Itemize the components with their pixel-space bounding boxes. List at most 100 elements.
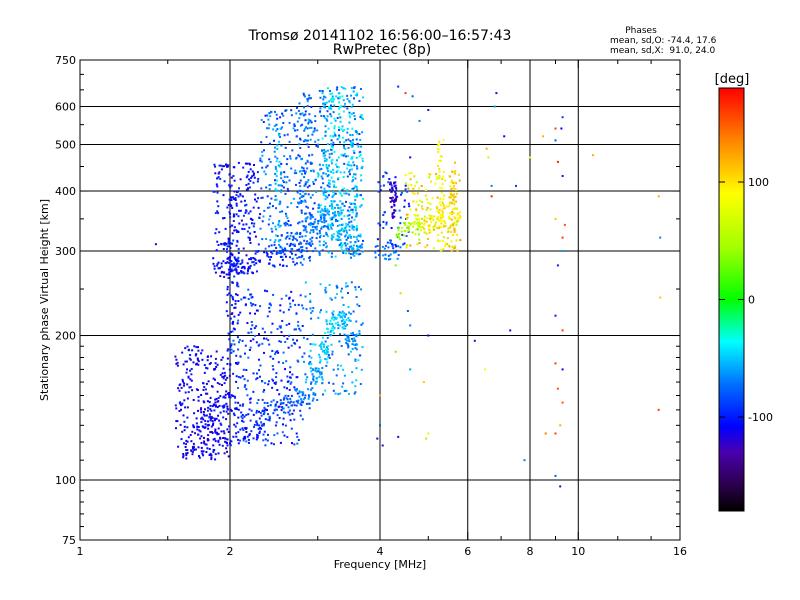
- data-point: [345, 139, 348, 142]
- data-point: [184, 391, 187, 394]
- data-point: [324, 208, 326, 210]
- data-point: [413, 223, 416, 226]
- data-point: [217, 440, 220, 443]
- data-point: [341, 95, 344, 98]
- data-point: [212, 438, 215, 441]
- data-point: [279, 202, 282, 205]
- data-point: [214, 419, 216, 422]
- data-point: [359, 246, 362, 249]
- data-point: [274, 424, 277, 427]
- data-point: [353, 164, 356, 167]
- data-point: [337, 238, 339, 241]
- data-point: [209, 431, 212, 434]
- data-point: [282, 311, 285, 314]
- data-point: [322, 213, 325, 216]
- data-point: [357, 253, 360, 256]
- data-point: [319, 110, 322, 113]
- data-point: [330, 139, 333, 142]
- data-point: [175, 420, 178, 423]
- data-point: [452, 222, 455, 225]
- data-point: [394, 350, 397, 353]
- data-point: [252, 372, 255, 375]
- data-point: [245, 254, 248, 257]
- stats-x-mode: mean, sd,X: 91.0, 24.0: [610, 46, 716, 56]
- data-point: [297, 320, 300, 323]
- data-point: [236, 258, 239, 261]
- data-point: [229, 351, 232, 354]
- data-point: [213, 267, 216, 270]
- data-point: [427, 237, 430, 240]
- data-point: [440, 249, 443, 252]
- data-point: [268, 142, 271, 145]
- data-point: [359, 244, 362, 247]
- data-point: [270, 331, 273, 334]
- data-point: [233, 262, 235, 265]
- data-point: [247, 269, 249, 272]
- data-point: [428, 224, 431, 227]
- data-point: [249, 168, 252, 171]
- data-point: [393, 211, 395, 214]
- data-point: [333, 216, 336, 219]
- data-point: [390, 227, 393, 229]
- data-point: [334, 133, 336, 136]
- data-point: [331, 222, 334, 225]
- data-point: [286, 158, 289, 161]
- data-point: [346, 242, 349, 245]
- data-point: [257, 399, 260, 401]
- data-point: [328, 213, 331, 216]
- data-point: [332, 168, 335, 171]
- data-point: [202, 450, 205, 453]
- data-point: [265, 136, 268, 138]
- data-point: [288, 296, 291, 299]
- data-point: [237, 319, 240, 322]
- data-point: [301, 112, 304, 115]
- data-point: [251, 324, 254, 327]
- data-point: [274, 234, 277, 237]
- data-point: [218, 383, 221, 386]
- data-point: [399, 246, 402, 249]
- data-point: [353, 115, 356, 117]
- data-point: [218, 404, 221, 407]
- data-point: [439, 240, 442, 243]
- data-point: [227, 241, 230, 243]
- data-point: [425, 220, 428, 223]
- data-point: [349, 319, 352, 322]
- data-point: [204, 423, 207, 426]
- data-point: [322, 244, 325, 247]
- data-point: [397, 435, 400, 438]
- data-point: [338, 311, 341, 314]
- data-point: [243, 378, 246, 381]
- data-point: [185, 457, 188, 460]
- data-point: [184, 360, 187, 363]
- data-point: [301, 246, 304, 248]
- data-point: [351, 347, 354, 350]
- data-point: [345, 238, 348, 241]
- data-point: [202, 388, 205, 391]
- data-point: [285, 181, 288, 184]
- data-point: [343, 215, 346, 218]
- data-point: [312, 223, 315, 226]
- data-point: [322, 235, 325, 237]
- data-point: [426, 206, 429, 209]
- data-point: [248, 237, 251, 240]
- data-point: [428, 173, 430, 175]
- data-point: [429, 173, 432, 176]
- data-point: [274, 198, 277, 201]
- data-point: [272, 264, 275, 267]
- data-point: [317, 316, 320, 319]
- data-point: [341, 310, 344, 313]
- data-point: [351, 371, 354, 374]
- data-point: [235, 202, 238, 205]
- data-point: [212, 257, 215, 260]
- data-point: [359, 194, 362, 197]
- data-point: [314, 115, 317, 118]
- data-point: [219, 422, 222, 425]
- data-point: [426, 244, 429, 247]
- y-tick-label: 100: [55, 474, 76, 487]
- data-point: [248, 441, 250, 444]
- data-point: [269, 404, 272, 407]
- data-point: [223, 243, 226, 246]
- data-point: [304, 228, 307, 231]
- data-point: [356, 246, 359, 249]
